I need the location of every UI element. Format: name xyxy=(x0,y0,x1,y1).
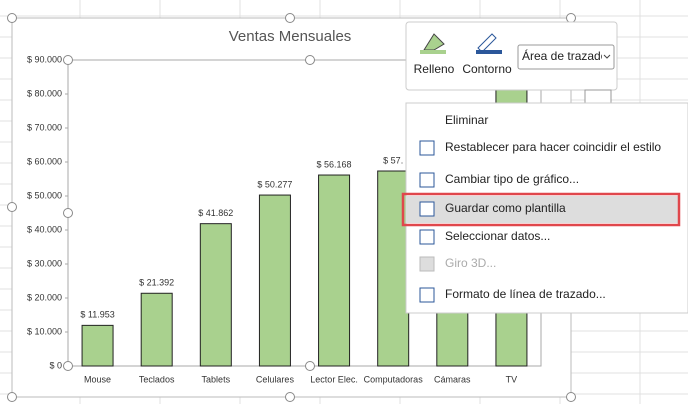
y-tick-label: $ 10.000 xyxy=(27,326,62,336)
bar xyxy=(318,174,351,367)
bar xyxy=(81,324,114,367)
fill-button[interactable]: Relleno xyxy=(414,62,455,76)
data-label: $ 11.953 xyxy=(80,310,114,320)
resize-handle xyxy=(285,392,295,402)
chart-title: Ventas Mensuales xyxy=(229,28,352,45)
resize-handle xyxy=(566,392,576,402)
element-dropdown[interactable] xyxy=(517,44,615,70)
menu-item: Giro 3D... xyxy=(445,256,496,270)
fill-swatch xyxy=(420,50,446,54)
x-tick-label: Mouse xyxy=(84,374,111,384)
x-tick-label: Teclados xyxy=(139,374,175,384)
resize-handle xyxy=(63,208,73,218)
y-tick-label: $ 0 xyxy=(49,360,62,370)
resize-handle xyxy=(305,361,315,371)
bar xyxy=(140,292,173,367)
x-tick-label: Tablets xyxy=(202,374,231,384)
dropdown-arrow xyxy=(603,54,611,59)
menu-icon xyxy=(419,229,435,245)
selection-handles xyxy=(7,13,576,402)
menu-hover xyxy=(406,196,678,223)
outline-button[interactable]: Contorno xyxy=(462,62,512,76)
data-label: $ 41.862 xyxy=(198,208,233,218)
menu-icon xyxy=(419,140,435,156)
data-label: $ 56.168 xyxy=(317,159,352,169)
menu-item[interactable]: Guardar como plantilla xyxy=(445,201,566,215)
format-toolbar: Relleno Contorno Área de trazado xyxy=(405,21,618,91)
bar xyxy=(258,194,291,367)
menu-items: Eliminar Restablecer para hacer coincidir… xyxy=(419,113,661,303)
menu-icon xyxy=(419,287,435,303)
menu-icon xyxy=(419,172,435,188)
resize-handle xyxy=(7,202,17,212)
x-tick-label: Computadoras xyxy=(364,374,424,384)
y-tick-label: $ 20.000 xyxy=(27,292,62,302)
resize-handle xyxy=(7,13,17,23)
resize-handle xyxy=(63,361,73,371)
resize-handle xyxy=(285,13,295,23)
outline-swatch xyxy=(476,50,502,54)
data-label: $ 57. xyxy=(383,155,403,165)
data-label: $ 21.392 xyxy=(139,278,174,288)
menu-item[interactable]: Formato de línea de trazado... xyxy=(445,287,606,301)
y-tick-label: $ 30.000 xyxy=(27,258,62,268)
bar xyxy=(199,223,232,367)
menu-item[interactable]: Eliminar xyxy=(445,113,488,127)
y-tick-label: $ 70.000 xyxy=(27,122,62,132)
data-label: $ 50.277 xyxy=(257,179,292,189)
y-tick-label: $ 90.000 xyxy=(27,54,62,64)
y-tick-label: $ 50.000 xyxy=(27,190,62,200)
menu-icon xyxy=(419,256,435,272)
x-tick-label: Lector Elec. xyxy=(310,374,358,384)
y-tick-label: $ 40.000 xyxy=(27,224,62,234)
resize-handle xyxy=(566,13,576,23)
toolbar-box xyxy=(405,21,618,91)
x-tick-label: Celulares xyxy=(256,374,295,384)
resize-handle xyxy=(7,392,17,402)
y-tick-label: $ 80.000 xyxy=(27,88,62,98)
x-tick-label: Cámaras xyxy=(434,374,471,384)
y-tick-label: $ 60.000 xyxy=(27,156,62,166)
context-menu: Eliminar Restablecer para hacer coincidir… xyxy=(401,102,688,314)
dropdown-clip: Área de trazado xyxy=(522,48,608,63)
resize-handle xyxy=(63,55,73,65)
menu-item[interactable]: Cambiar tipo de gráfico... xyxy=(445,172,579,186)
menu-item[interactable]: Restablecer para hacer coincidir el esti… xyxy=(445,140,661,154)
dropdown-text: Área de trazado xyxy=(522,48,608,63)
resize-handle xyxy=(305,55,315,65)
menu-icon xyxy=(419,201,435,217)
highlight-box xyxy=(401,192,681,227)
x-tick-label: TV xyxy=(506,374,518,384)
menu-item[interactable]: Seleccionar datos... xyxy=(445,229,550,243)
